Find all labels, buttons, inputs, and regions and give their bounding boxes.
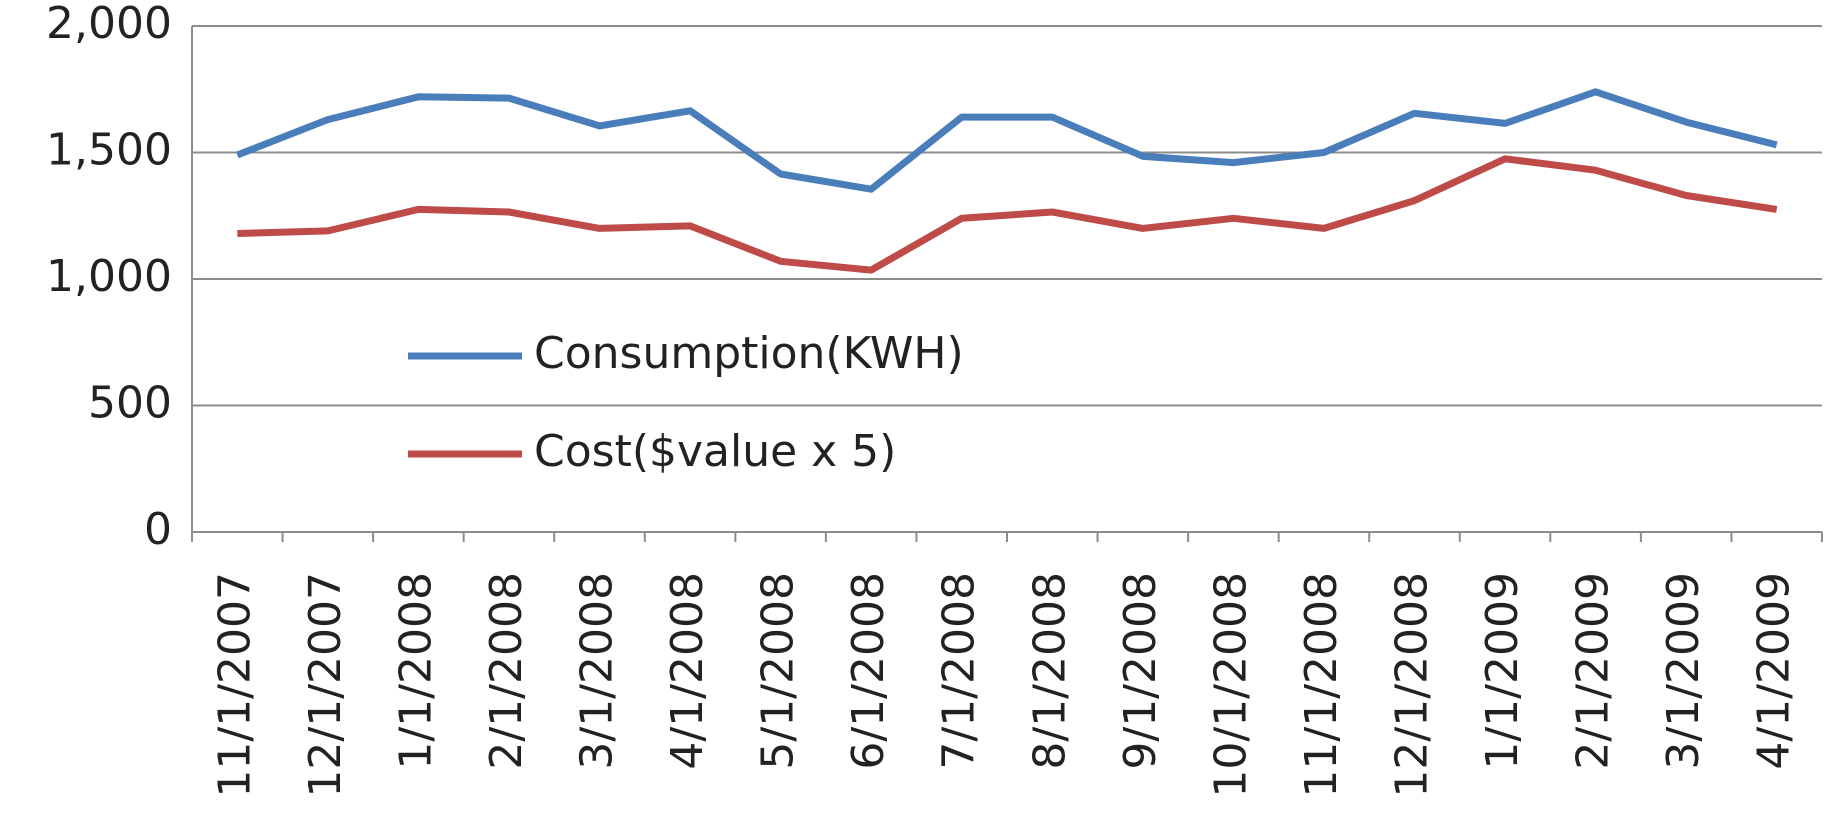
x-tick-label: 4/1/2008 xyxy=(662,572,713,770)
y-tick-label: 0 xyxy=(144,504,172,555)
x-tick-label: 5/1/2008 xyxy=(753,572,804,770)
x-tick-label: 1/1/2009 xyxy=(1477,572,1528,770)
x-tick-label: 12/1/2008 xyxy=(1387,572,1438,798)
x-tick-label: 2/1/2009 xyxy=(1568,572,1619,770)
y-tick-label: 1,000 xyxy=(46,251,172,302)
x-tick-label: 9/1/2008 xyxy=(1115,572,1166,770)
y-tick-label: 2,000 xyxy=(46,0,172,49)
x-tick-label: 4/1/2009 xyxy=(1749,572,1800,770)
x-tick-label: 10/1/2008 xyxy=(1205,572,1256,798)
legend-label: Cost($value x 5) xyxy=(534,426,896,477)
series-line xyxy=(236,88,1778,193)
x-tick-label: 6/1/2008 xyxy=(843,572,894,770)
x-tick-label: 12/1/2007 xyxy=(300,572,351,798)
x-tick-label: 1/1/2008 xyxy=(390,572,441,770)
x-tick-label: 11/1/2007 xyxy=(209,572,260,798)
x-tick-label: 3/1/2008 xyxy=(572,572,623,770)
x-tick-label: 3/1/2009 xyxy=(1658,572,1709,770)
x-tick-label: 11/1/2008 xyxy=(1296,572,1347,798)
y-tick-label: 500 xyxy=(88,378,172,429)
series-line xyxy=(237,155,1778,274)
y-tick-label: 1,500 xyxy=(46,125,172,176)
x-tick-label: 2/1/2008 xyxy=(481,572,532,770)
legend-label: Consumption(KWH) xyxy=(534,328,964,379)
x-tick-label: 7/1/2008 xyxy=(934,572,985,770)
x-tick-label: 8/1/2008 xyxy=(1024,572,1075,770)
